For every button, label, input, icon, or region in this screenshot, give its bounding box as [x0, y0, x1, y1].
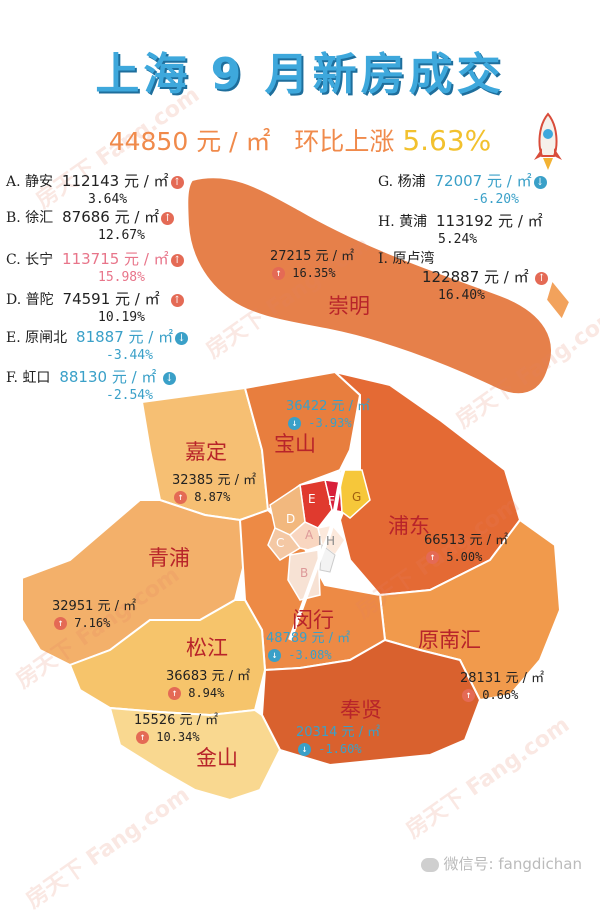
infographic: 房天下 Fang.com 房天下 Fang.com 房天下 Fang.com 房… [0, 49, 600, 914]
map-letter-f: F [328, 494, 335, 508]
region-value-qingpu: 32951 元 / ㎡ ↑ 7.16% [52, 599, 137, 630]
region-value-jiading: 32385 元 / ㎡ ↑ 8.87% [172, 473, 257, 504]
district-entry-i: I. 原卢湾 122887 元 / ㎡ ↑ 16.40% [378, 250, 549, 305]
region-name-jinshan: 金山 [196, 746, 238, 770]
region-value-baoshan: 36422 元 / ㎡ ↓ -3.93% [286, 399, 371, 430]
shanghai-map [21, 176, 572, 802]
region-value-minhang: 48789 元 / ㎡ ↓ -3.08% [266, 631, 351, 662]
subtitle: 44850 元 / ㎡ 环比上涨 5.63% [0, 122, 600, 158]
down-arrow-icon: ↓ [533, 175, 547, 189]
region-name-jiading: 嘉定 [185, 440, 227, 464]
up-arrow-icon: ↑ [462, 689, 475, 702]
map-letter-a: A [305, 528, 314, 542]
region-name-qingpu: 青浦 [148, 546, 190, 570]
region-name-pudong: 浦东 [388, 514, 430, 538]
change-percent: 5.63% [402, 124, 492, 157]
region-name-nanhui: 原南汇 [418, 628, 481, 652]
map-letter-b: B [300, 566, 309, 580]
region-name-chongming: 崇明 [328, 294, 370, 318]
region-jinshan [108, 706, 282, 802]
up-arrow-icon: ↑ [426, 551, 439, 564]
map-letter-d: D [286, 512, 296, 526]
up-arrow-icon: ↑ [168, 687, 181, 700]
region-value-chongming: 27215 元 / ㎡ ↑ 16.35% [270, 249, 355, 280]
map-letter-g: G [352, 490, 362, 504]
down-arrow-icon: ↓ [298, 743, 311, 756]
up-arrow-icon: ↑ [170, 293, 184, 307]
up-arrow-icon: ↑ [535, 271, 549, 285]
up-arrow-icon: ↑ [136, 731, 149, 744]
down-arrow-icon: ↓ [162, 371, 176, 385]
change-label: 环比上涨 [294, 127, 395, 156]
region-name-baoshan: 宝山 [274, 432, 316, 456]
up-arrow-icon: ↑ [54, 617, 67, 630]
footer-wechat: 微信号: fangdichan [420, 853, 582, 874]
map-letter-e: E [308, 492, 316, 506]
up-arrow-icon: ↑ [170, 175, 184, 189]
rocket-icon [534, 112, 562, 170]
district-entry-a: A. 静安 112143 元 / ㎡ ↑ 3.64% [6, 172, 184, 209]
map-letter-i: I [318, 534, 322, 548]
district-entry-g: G. 杨浦 72007 元 / ㎡ ↓ -6.20% [378, 172, 547, 209]
region-value-pudong: 66513 元 / ㎡ ↑ 5.00% [424, 533, 509, 564]
region-value-songjiang: 36683 元 / ㎡ ↑ 8.94% [166, 669, 251, 700]
district-entry-f: F. 虹口 88130 元 / ㎡ ↓ -2.54% [6, 368, 176, 405]
down-arrow-icon: ↓ [175, 331, 189, 345]
down-arrow-icon: ↓ [288, 417, 301, 430]
up-arrow-icon: ↑ [161, 211, 175, 225]
map-letter-h: H [326, 534, 336, 548]
average-price: 44850 元 / ㎡ [108, 127, 271, 156]
up-arrow-icon: ↑ [170, 253, 184, 267]
region-name-minhang: 闵行 [292, 608, 334, 632]
wechat-icon [420, 857, 439, 872]
region-name-fengxian: 奉贤 [340, 698, 382, 722]
district-entry-d: D. 普陀 74591 元 / ㎡ ↑ 10.19% [6, 290, 184, 327]
down-arrow-icon: ↓ [268, 649, 281, 662]
district-entry-b: B. 徐汇 87686 元 / ㎡ ↑ 12.67% [6, 208, 175, 245]
district-entry-c: C. 长宁 113715 元 / ㎡ ↑ 15.98% [6, 250, 184, 287]
region-fengxian [260, 638, 482, 767]
page-title: 上海 9 月新房成交 [95, 49, 505, 100]
region-value-fengxian: 20314 元 / ㎡ ↓ -1.60% [296, 725, 381, 756]
up-arrow-icon: ↑ [174, 491, 187, 504]
region-value-jinshan: 15526 元 / ㎡ ↑ 10.34% [134, 713, 219, 744]
region-name-songjiang: 松江 [186, 636, 228, 660]
up-arrow-icon: ↑ [272, 267, 285, 280]
district-entry-h: H. 黄浦 113192 元 / ㎡ 5.24% [378, 212, 543, 247]
region-value-nanhui: 28131 元 / ㎡ ↑ 0.66% [460, 671, 545, 702]
district-entry-e: E. 原闸北 81887 元 / ㎡ ↓ -3.44% [6, 328, 189, 365]
region-chongming [186, 176, 553, 396]
map-letter-c: C [276, 536, 285, 550]
